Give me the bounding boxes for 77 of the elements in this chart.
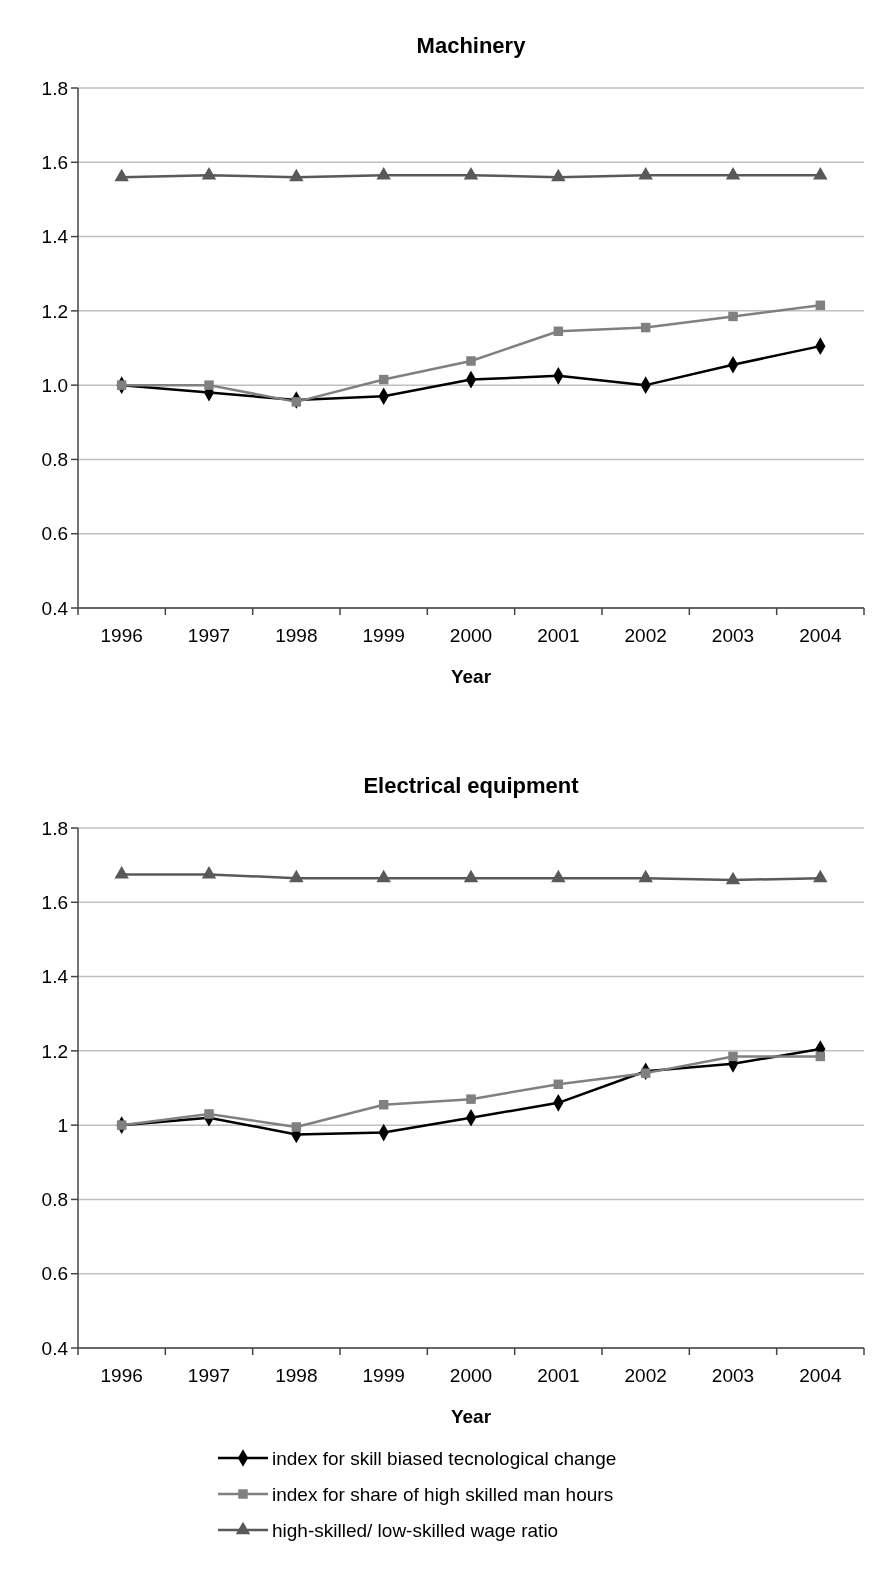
point: [553, 326, 564, 337]
x-tick-label: 2000: [449, 1365, 493, 1386]
x-tick-label: 1996: [100, 625, 143, 646]
y-tick-label: 1.6: [41, 891, 68, 913]
x-tick-label: 2004: [799, 625, 842, 646]
x-tick-label: 1999: [362, 625, 405, 646]
point: [551, 869, 566, 883]
chart-title: Electrical equipment: [363, 773, 580, 798]
point: [201, 866, 217, 879]
x-tick-label: 1997: [187, 1365, 231, 1386]
y-tick-label: 1.2: [41, 1040, 68, 1062]
x-tick-label: 2001: [537, 625, 580, 646]
point: [376, 869, 391, 883]
point: [463, 869, 479, 883]
point: [638, 166, 653, 180]
y-tick-label: 1.6: [41, 151, 68, 173]
point: [378, 374, 389, 385]
x-tick-label: 1999: [362, 1365, 405, 1386]
point: [114, 866, 129, 879]
point: [376, 166, 391, 180]
point: [553, 1079, 564, 1090]
point: [728, 311, 738, 322]
point: [551, 168, 566, 182]
point: [289, 168, 304, 182]
point: [204, 1109, 214, 1119]
y-tick-label: 0.6: [41, 523, 68, 545]
y-tick-label: 1.0: [41, 374, 68, 396]
y-tick-label: 1.4: [41, 226, 69, 248]
point: [201, 166, 217, 180]
y-tick-label: 0.6: [41, 1263, 68, 1285]
y-tick-label: 0.4: [41, 1337, 69, 1359]
point: [289, 869, 304, 883]
y-tick-label: 1.4: [41, 966, 69, 988]
point: [813, 869, 828, 883]
point: [728, 1051, 738, 1062]
x-tick-label: 2003: [711, 625, 755, 646]
point: [463, 166, 479, 180]
point: [466, 1094, 476, 1104]
point: [638, 869, 653, 883]
point: [116, 380, 127, 390]
point: [114, 168, 129, 182]
point: [640, 1068, 651, 1078]
chart-title: Machinery: [416, 33, 527, 58]
point: [725, 871, 741, 885]
x-tick-label: 2002: [624, 1365, 667, 1386]
x-axis-title: Year: [450, 1406, 492, 1427]
point: [204, 380, 214, 390]
y-tick-label: 1: [57, 1114, 68, 1136]
x-tick-label: 2003: [711, 1365, 755, 1386]
x-tick-label: 2000: [449, 625, 493, 646]
point: [291, 1122, 302, 1132]
y-tick-label: 1.8: [41, 77, 68, 99]
y-tick-label: 1.8: [41, 817, 68, 839]
point: [815, 300, 826, 311]
x-tick-label: 2002: [624, 625, 667, 646]
point: [378, 1099, 389, 1110]
y-tick-label: 0.8: [41, 449, 68, 471]
legend-label: index for skill biased tecnological change: [272, 1447, 617, 1469]
x-axis-title: Year: [450, 666, 492, 687]
point: [813, 166, 828, 180]
x-tick-label: 2004: [799, 1365, 842, 1386]
x-tick-label: 1996: [100, 1365, 143, 1386]
point: [466, 356, 476, 366]
point: [815, 1051, 826, 1062]
x-tick-label: 1998: [275, 625, 318, 646]
x-tick-label: 1998: [275, 1365, 318, 1386]
y-tick-label: 0.4: [41, 597, 69, 619]
legend-label: index for share of high skilled man hours: [272, 1483, 614, 1505]
point: [640, 322, 651, 333]
x-tick-label: 2001: [537, 1365, 580, 1386]
point: [116, 1120, 127, 1130]
legend-label: high-skilled/ low-skilled wage ratio: [272, 1519, 559, 1541]
y-tick-label: 1.2: [41, 300, 68, 322]
y-tick-label: 0.8: [41, 1189, 68, 1211]
point: [291, 397, 302, 407]
point: [725, 166, 741, 180]
x-tick-label: 1997: [187, 625, 231, 646]
